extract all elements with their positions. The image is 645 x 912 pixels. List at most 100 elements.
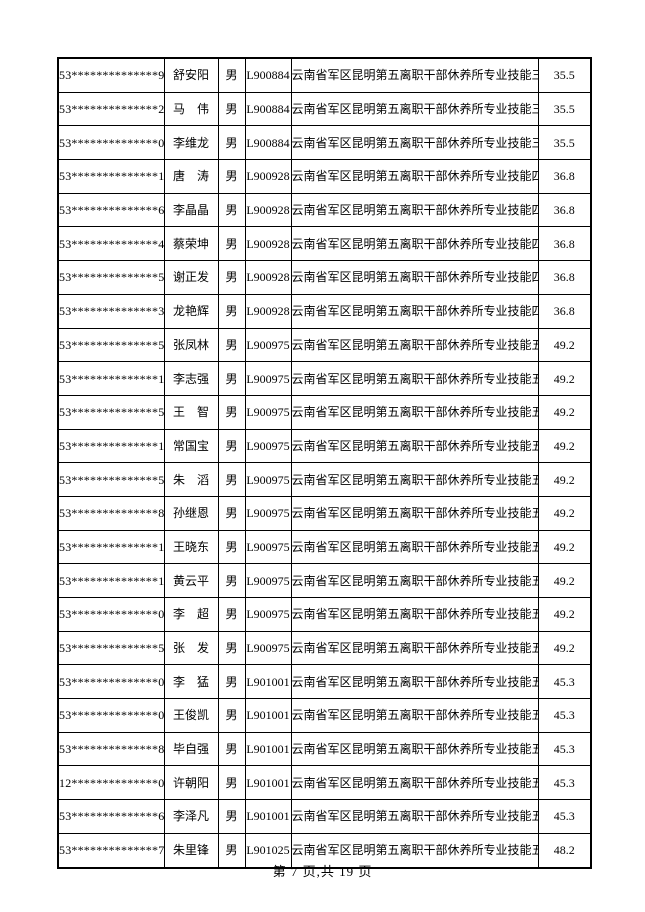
name-cell: 孙继恩 [163, 495, 219, 531]
name-cell: 张 发 [163, 630, 219, 666]
position-cell: 云南省军区昆明第五离职干部休养所专业技能五级司机 [290, 698, 539, 733]
code-cell: L900928 [244, 293, 292, 329]
table-row: 53**************533 朱 滔 男 L900975 云南省军区昆… [57, 462, 592, 497]
gender-cell: 男 [217, 125, 246, 161]
gender-cell: 男 [217, 765, 246, 801]
table-row: 53**************335 龙艳辉 男 L900928 云南省军区昆… [57, 293, 592, 329]
position-cell: 云南省军区昆明第五离职干部休养所专业技能五级司机 [290, 361, 539, 396]
id-number-cell: 53**************014 [57, 597, 165, 632]
code-cell: L900928 [244, 159, 292, 194]
code-cell: L900975 [244, 327, 292, 363]
score-cell: 49.2 [537, 563, 592, 598]
score-cell: 49.2 [537, 428, 592, 464]
gender-cell: 男 [217, 57, 246, 93]
name-cell: 王俊凯 [163, 698, 219, 733]
id-number-cell: 53**************511 [57, 327, 165, 363]
code-cell: L900975 [244, 428, 292, 464]
id-number-cell: 53**************515 [57, 630, 165, 666]
code-cell: L901001 [244, 765, 292, 801]
score-cell: 35.5 [537, 91, 592, 127]
gender-cell: 男 [217, 159, 246, 194]
id-number-cell: 53**************516 [57, 260, 165, 295]
position-cell: 云南省军区昆明第五离职干部休养所专业技能五级司机 [290, 597, 539, 632]
score-cell: 35.5 [537, 57, 592, 93]
code-cell: L901001 [244, 698, 292, 733]
id-number-cell: 53**************117 [57, 159, 165, 194]
table-row: 53**************855 孙继恩 男 L900975 云南省军区昆… [57, 495, 592, 531]
name-cell: 马 伟 [163, 91, 219, 127]
position-cell: 云南省军区昆明第五离职干部休养所专业技能三级司机 [290, 91, 539, 127]
table-row: 53**************516 谢正发 男 L900928 云南省军区昆… [57, 260, 592, 295]
name-cell: 王晓东 [163, 529, 219, 565]
position-cell: 云南省军区昆明第五离职干部休养所专业技能五级司机 [290, 394, 539, 430]
gender-cell: 男 [217, 226, 246, 262]
name-cell: 李 超 [163, 597, 219, 632]
id-number-cell: 53**************11X [57, 428, 165, 464]
table-row: 53**************511 张凤林 男 L900975 云南省军区昆… [57, 327, 592, 363]
score-cell: 49.2 [537, 394, 592, 430]
position-cell: 云南省军区昆明第五离职干部休养所专业技能五级司机 [290, 832, 539, 869]
table-row: 53**************116 王晓东 男 L900975 云南省军区昆… [57, 529, 592, 565]
position-cell: 云南省军区昆明第五离职干部休养所专业技能五级司机 [290, 664, 539, 700]
id-number-cell: 53**************554 [57, 394, 165, 430]
score-cell: 36.8 [537, 260, 592, 295]
position-cell: 云南省军区昆明第五离职干部休养所专业技能三级司机 [290, 57, 539, 93]
gender-cell: 男 [217, 529, 246, 565]
name-cell: 龙艳辉 [163, 293, 219, 329]
table-row: 53**************192 黄云平 男 L900975 云南省军区昆… [57, 563, 592, 598]
position-cell: 云南省军区昆明第五离职干部休养所专业技能四级司机 [290, 260, 539, 295]
page-number-footer: 第 7 页,共 19 页 [272, 864, 373, 879]
gender-cell: 男 [217, 799, 246, 834]
score-cell: 36.8 [537, 226, 592, 262]
name-cell: 黄云平 [163, 563, 219, 598]
score-cell: 49.2 [537, 529, 592, 565]
table-row: 53**************172 李志强 男 L900975 云南省军区昆… [57, 361, 592, 396]
table-body: 53**************936 舒安阳 男 L900884 云南省军区昆… [57, 57, 592, 869]
table-row: 53**************636 李泽凡 男 L901001 云南省军区昆… [57, 799, 592, 834]
gender-cell: 男 [217, 630, 246, 666]
score-cell: 49.2 [537, 361, 592, 396]
id-number-cell: 53**************533 [57, 462, 165, 497]
position-cell: 云南省军区昆明第五离职干部休养所专业技能五级司机 [290, 765, 539, 801]
table-row: 53**************014 李 超 男 L900975 云南省军区昆… [57, 597, 592, 632]
code-cell: L900884 [244, 57, 292, 93]
table-row: 53**************756 朱里锋 男 L901025 云南省军区昆… [57, 832, 592, 869]
table-row: 53**************81X 毕自强 男 L901001 云南省军区昆… [57, 731, 592, 767]
id-number-cell: 53**************019 [57, 125, 165, 161]
position-cell: 云南省军区昆明第五离职干部休养所专业技能四级司机 [290, 159, 539, 194]
gender-cell: 男 [217, 664, 246, 700]
score-cell: 49.2 [537, 630, 592, 666]
score-cell: 45.3 [537, 698, 592, 733]
score-cell: 49.2 [537, 597, 592, 632]
code-cell: L900975 [244, 597, 292, 632]
score-cell: 45.3 [537, 664, 592, 700]
id-number-cell: 53**************81X [57, 731, 165, 767]
name-cell: 朱里锋 [163, 832, 219, 869]
name-cell: 李晶晶 [163, 192, 219, 228]
id-number-cell: 53**************756 [57, 832, 165, 869]
name-cell: 蔡荣坤 [163, 226, 219, 262]
gender-cell: 男 [217, 462, 246, 497]
code-cell: L901001 [244, 731, 292, 767]
name-cell: 舒安阳 [163, 57, 219, 93]
table-row: 53**************094 王俊凯 男 L901001 云南省军区昆… [57, 698, 592, 733]
id-number-cell: 53**************611 [57, 192, 165, 228]
score-cell: 49.2 [537, 327, 592, 363]
code-cell: L901001 [244, 664, 292, 700]
gender-cell: 男 [217, 428, 246, 464]
name-cell: 李志强 [163, 361, 219, 396]
table-row: 53**************415 蔡荣坤 男 L900928 云南省军区昆… [57, 226, 592, 262]
table-row: 53**************11X 常国宝 男 L900975 云南省军区昆… [57, 428, 592, 464]
position-cell: 云南省军区昆明第五离职干部休养所专业技能五级司机 [290, 731, 539, 767]
id-number-cell: 53**************636 [57, 799, 165, 834]
table-row: 12**************018 许朝阳 男 L901001 云南省军区昆… [57, 765, 592, 801]
table-row: 53**************554 王 智 男 L900975 云南省军区昆… [57, 394, 592, 430]
score-cell: 36.8 [537, 192, 592, 228]
code-cell: L900975 [244, 462, 292, 497]
position-cell: 云南省军区昆明第五离职干部休养所专业技能四级司机 [290, 226, 539, 262]
code-cell: L900975 [244, 529, 292, 565]
name-cell: 李维龙 [163, 125, 219, 161]
gender-cell: 男 [217, 597, 246, 632]
position-cell: 云南省军区昆明第五离职干部休养所专业技能五级司机 [290, 462, 539, 497]
